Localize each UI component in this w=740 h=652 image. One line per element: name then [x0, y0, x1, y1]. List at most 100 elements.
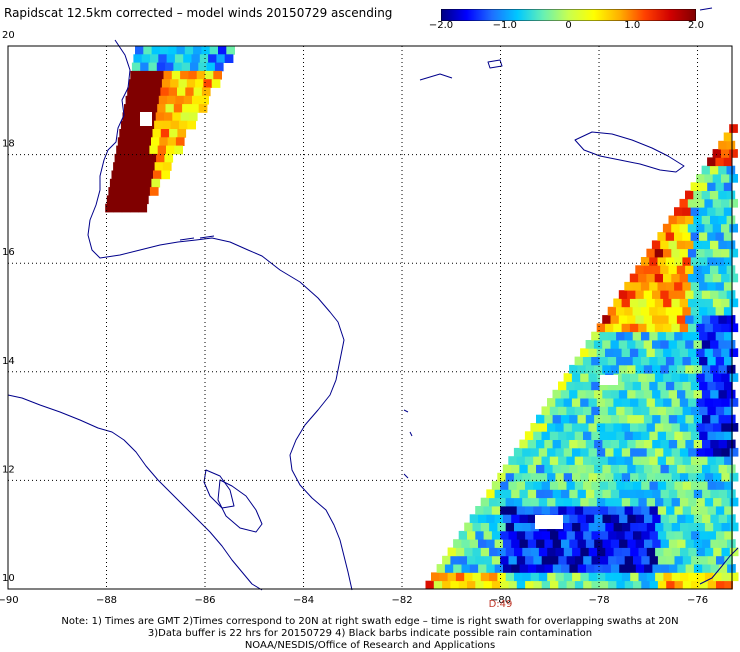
- swath-cell: [693, 464, 703, 474]
- swath-cell: [624, 331, 634, 341]
- swath-cell: [162, 120, 172, 130]
- swath-cell: [660, 564, 670, 573]
- swath-cell: [707, 331, 717, 341]
- swath-cell: [707, 481, 717, 490]
- swath-cell: [638, 447, 648, 457]
- swath-cell: [183, 54, 192, 63]
- swath-cell: [704, 447, 714, 457]
- swath-cell: [671, 423, 681, 432]
- swath-cell: [563, 572, 573, 582]
- swath-cell: [591, 580, 601, 590]
- swath-cell: [483, 530, 493, 540]
- swath-cell: [168, 46, 177, 55]
- swath-cell: [649, 406, 659, 416]
- swath-cell: [541, 580, 551, 590]
- longitude-tick-label: −90: [0, 595, 19, 606]
- swath-cell: [533, 555, 543, 565]
- latitude-tick-label: 18: [2, 139, 15, 150]
- swath-cell: [718, 564, 728, 573]
- swath-cell: [572, 447, 581, 457]
- swath-cell: [704, 248, 714, 258]
- swath-cell: [726, 165, 736, 175]
- swath-cell: [180, 70, 189, 80]
- swath-cell: [679, 273, 689, 283]
- swath-cell: [698, 182, 708, 191]
- swath-cell: [657, 356, 667, 366]
- swath-cell: [224, 54, 234, 63]
- swath-cell: [115, 195, 124, 205]
- swath-cell: [688, 522, 697, 532]
- swath-cell: [630, 398, 639, 407]
- swath-cell: [641, 406, 650, 416]
- swath-cell: [616, 530, 626, 540]
- swath-cell: [619, 464, 628, 474]
- swath-cell: [599, 580, 609, 590]
- swath-cell: [461, 539, 471, 548]
- swath-cell: [605, 423, 614, 432]
- swath-cell: [583, 506, 592, 515]
- swath-cell: [594, 539, 603, 548]
- swath-cell: [450, 580, 460, 590]
- swath-cell: [213, 70, 222, 80]
- swath-cell: [699, 306, 708, 316]
- swath-cell: [175, 137, 185, 146]
- swath-cell: [666, 481, 675, 490]
- swath-cell: [710, 364, 719, 374]
- swath-cell: [135, 46, 144, 55]
- swath-cell: [138, 203, 148, 213]
- swath-cell: [464, 572, 473, 582]
- swath-cell: [649, 431, 659, 440]
- swath-cell: [696, 174, 705, 183]
- swath-cell: [209, 46, 219, 55]
- swath-cell: [685, 290, 694, 299]
- swath-cell: [166, 145, 175, 155]
- swath-cell: [632, 456, 642, 465]
- swath-cell: [641, 381, 650, 391]
- swath-cell: [699, 356, 708, 366]
- longitude-tick-label: −82: [391, 595, 412, 606]
- swath-cell: [701, 165, 711, 175]
- swath-cell: [685, 439, 695, 449]
- swath-cell: [165, 62, 174, 72]
- swath-cell: [724, 456, 733, 465]
- swath-cell: [707, 356, 717, 366]
- swath-cell: [654, 373, 664, 382]
- swath-cell: [715, 207, 725, 216]
- swath-cell: [585, 364, 595, 374]
- swath-cell: [699, 530, 709, 540]
- swath-cell: [624, 381, 634, 391]
- swath-cell: [635, 389, 645, 399]
- swath-cell: [541, 431, 551, 440]
- swath-cell: [657, 580, 667, 590]
- swath-cell: [558, 456, 567, 465]
- swath-cell: [696, 547, 706, 557]
- swath-cell: [718, 514, 728, 523]
- swath-cell: [676, 215, 686, 225]
- swath-cell: [720, 149, 730, 158]
- swath-cell: [635, 439, 645, 449]
- swath-cell: [726, 190, 736, 200]
- swath-cell: [605, 348, 614, 357]
- swath-cell: [552, 564, 562, 573]
- swath-cell: [152, 129, 162, 138]
- swath-cell: [192, 95, 201, 105]
- swath-cell: [665, 356, 675, 366]
- swath-cell: [116, 187, 126, 196]
- swath-cell: [632, 306, 642, 316]
- swath-cell: [649, 281, 658, 291]
- swath-cell: [522, 447, 531, 457]
- swath-cell: [596, 323, 606, 333]
- swath-cell: [643, 364, 653, 374]
- swath-cell: [699, 580, 709, 590]
- swath-cell: [657, 257, 667, 266]
- swath-cell: [124, 104, 133, 113]
- swath-cell: [641, 530, 650, 540]
- swath-cell: [125, 95, 135, 105]
- swath-cell: [657, 281, 667, 291]
- swath-cell: [141, 54, 151, 63]
- swath-cell: [640, 257, 650, 266]
- swath-cell: [718, 190, 727, 200]
- swath-cell: [128, 170, 137, 180]
- swath-cell: [555, 447, 565, 457]
- swath-cell: [726, 215, 736, 225]
